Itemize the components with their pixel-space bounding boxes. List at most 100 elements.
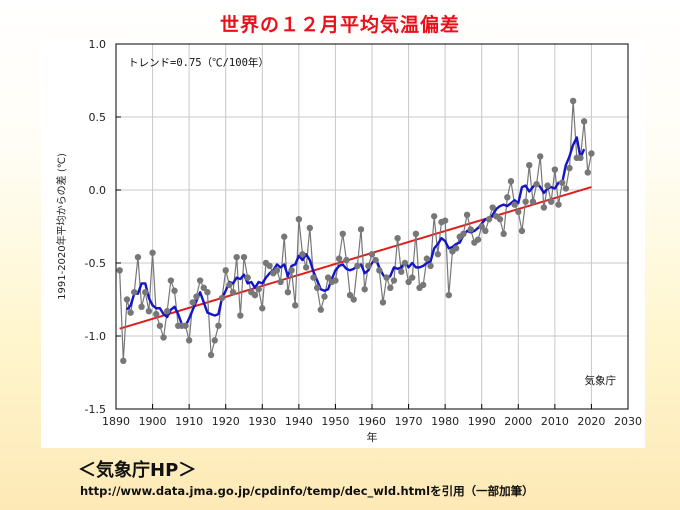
annual-point: [398, 268, 405, 275]
annual-point: [387, 284, 394, 292]
annual-point: [555, 201, 562, 208]
annual-point: [529, 198, 537, 205]
temperature-anomaly-chart: 1890 1900 1910 1920 1930 1940 1950 1960 1970 1980…: [55, 38, 642, 444]
trend-line: [119, 186, 592, 330]
annual-point: [302, 264, 310, 271]
annual-point: [343, 256, 350, 264]
y-tick-label: -0.5: [85, 257, 106, 270]
source-title: ＜気象庁HP＞: [78, 460, 197, 481]
y-axis-title: 1991-2020年平均からの差 (℃): [55, 153, 68, 300]
annual-point: [182, 322, 189, 329]
annual-point: [127, 309, 134, 316]
annual-point: [569, 97, 577, 105]
y-tick-label: 1.0: [89, 38, 107, 51]
y-tick-label: 0.0: [89, 184, 107, 197]
credit-annotation: 気象庁: [585, 374, 617, 387]
annual-point: [482, 227, 489, 235]
annual-point: [427, 262, 434, 270]
annual-point: [441, 217, 449, 224]
annual-point: [156, 322, 164, 329]
annual-point: [376, 267, 383, 274]
annual-point: [142, 289, 149, 296]
annual-point: [584, 169, 591, 176]
annual-point: [218, 294, 226, 302]
annual-point: [339, 230, 346, 237]
trend-line-segment: [119, 186, 592, 330]
annual-point: [160, 334, 167, 341]
annual-point: [138, 303, 145, 310]
annual-point: [284, 289, 292, 296]
annual-point: [478, 223, 485, 230]
annual-point: [365, 262, 372, 270]
source-url[interactable]: http://www.data.jma.go.jp/cpdinfo/temp/d…: [80, 484, 534, 498]
annual-point: [423, 255, 431, 262]
x-tick-label: 1980: [431, 415, 459, 428]
trend-annotation: トレンド=0.75（℃/100年）: [128, 56, 269, 69]
x-tick-label: 1950: [321, 415, 349, 428]
annual-point: [566, 164, 573, 172]
annual-point: [240, 253, 248, 261]
annual-point: [204, 289, 211, 296]
x-tick-label: 2000: [504, 415, 532, 428]
annual-point: [405, 278, 412, 286]
annual-point: [354, 262, 361, 270]
annual-point: [507, 178, 515, 185]
annual-point: [196, 277, 204, 284]
x-tick-label: 2010: [541, 415, 569, 428]
annual-point: [445, 291, 452, 299]
annual-point: [233, 253, 240, 261]
annual-point: [120, 357, 127, 365]
annual-point: [548, 198, 555, 205]
annual-point: [288, 267, 295, 274]
annual-point: [522, 198, 529, 205]
annual-point: [171, 287, 178, 294]
grid: [115, 43, 629, 410]
annual-point: [266, 262, 273, 270]
annual-point: [149, 249, 156, 256]
annual-point: [372, 256, 379, 264]
x-tick-label: 1960: [358, 415, 386, 428]
annual-point: [317, 306, 324, 313]
annual-point: [544, 182, 551, 189]
annual-point: [460, 230, 467, 237]
annual-point: [540, 204, 548, 211]
annual-point: [485, 216, 493, 223]
annual-point: [357, 226, 365, 233]
annual-point: [390, 277, 398, 284]
annual-point: [496, 216, 504, 223]
annual-points: [116, 97, 595, 365]
annual-point: [229, 289, 237, 296]
annual-point: [551, 166, 559, 173]
annual-line-path: [119, 100, 593, 361]
annual-point: [310, 274, 317, 281]
annual-point: [533, 180, 540, 188]
annual-point: [511, 201, 518, 208]
annual-point: [116, 267, 123, 274]
annual-point: [145, 307, 153, 315]
x-tick-label: 2030: [614, 415, 642, 428]
annual-point: [259, 305, 266, 312]
x-tick-label: 1900: [139, 415, 167, 428]
annual-point: [200, 284, 207, 292]
x-tick-labels: 1890 1900 1910 1920 1930 1940 1950 1960 1970 1980…: [102, 415, 642, 428]
annual-point: [430, 213, 438, 220]
axis-ticks: [115, 43, 629, 410]
annual-point: [467, 226, 474, 233]
y-tick-label: 0.5: [89, 111, 107, 124]
x-tick-label: 1990: [468, 415, 496, 428]
annual-point: [222, 267, 229, 274]
annual-point: [401, 259, 409, 267]
annual-point: [420, 281, 427, 289]
annual-point: [489, 204, 496, 211]
figure-panel: 1890 1900 1910 1920 1930 1940 1950 1960 1970 1980…: [41, 38, 645, 448]
x-axis-title: 年: [367, 430, 378, 444]
annual-point: [153, 310, 160, 318]
annual-point: [134, 253, 142, 261]
annual-point: [580, 118, 588, 125]
annual-point: [588, 150, 595, 157]
annual-point: [346, 291, 354, 299]
annual-point: [394, 234, 401, 242]
annual-point: [474, 236, 482, 243]
annual-point: [515, 208, 522, 216]
annual-point: [368, 251, 376, 258]
